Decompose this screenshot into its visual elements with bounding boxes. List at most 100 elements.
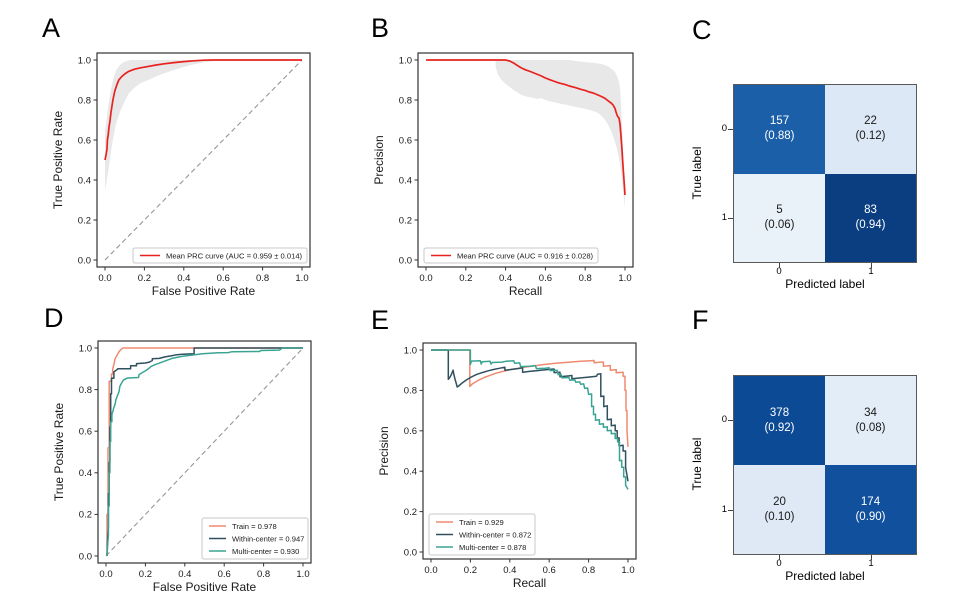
chance-diagonal bbox=[104, 59, 303, 261]
x-tick-label: 0.2 bbox=[139, 569, 152, 580]
y-tick-label: 1.0 bbox=[404, 345, 417, 356]
panel-letter-c: C bbox=[692, 15, 712, 45]
y-tick-label: 0.0 bbox=[78, 255, 91, 266]
legend: Train = 0.978 Within-center = 0.947 Multi-… bbox=[201, 517, 309, 560]
y-tick-label: 0.6 bbox=[399, 135, 412, 146]
y-tick-label: 1.0 bbox=[79, 343, 92, 354]
y-tick-label: 0.2 bbox=[404, 507, 417, 518]
chance-diagonal bbox=[105, 347, 304, 557]
legend-label-mean-prc-curve-auc-0-959-0-014: Mean PRC curve (AUC = 0.959 ± 0.014) bbox=[166, 251, 303, 260]
x-axis-label: Recall bbox=[513, 576, 546, 590]
y-tick-label: 0.6 bbox=[404, 426, 417, 437]
y-tick-label: 0.2 bbox=[399, 215, 412, 226]
matrix-y-axis-label: True label bbox=[690, 146, 704, 199]
matrix-x-tick bbox=[779, 555, 780, 560]
cell-count: 378 bbox=[769, 406, 790, 419]
y-tick-label: 0.6 bbox=[78, 135, 91, 146]
confidence-band bbox=[105, 60, 302, 190]
matrix-x-tick-label: 0 bbox=[776, 558, 782, 569]
matrix-cell-r0c1: 34 (0.08) bbox=[825, 376, 916, 465]
matrix-y-tick-label: 1 bbox=[721, 504, 727, 515]
legend-box bbox=[201, 517, 309, 560]
cell-fraction: (0.06) bbox=[764, 218, 795, 231]
series-mean-prc-curve-auc-0-959-0-014 bbox=[104, 59, 302, 161]
cell-fraction: (0.94) bbox=[855, 218, 886, 231]
matrix-y-tick-label: 0 bbox=[721, 122, 727, 134]
legend-box bbox=[132, 247, 308, 264]
legend: Mean PRC curve (AUC = 0.916 ± 0.028) bbox=[423, 247, 599, 264]
matrix-x-tick-label: 0 bbox=[776, 266, 782, 277]
cell-count: 20 bbox=[773, 495, 786, 508]
legend-box bbox=[423, 247, 599, 264]
y-tick-label: 0.0 bbox=[404, 547, 417, 558]
panel-a-mean-roc-chart: 0.0 0.2 0.4 0.6 0.8 1.0 0.0 0.2 0.4 0.6 0.8 1.0 Fals… bbox=[40, 20, 360, 312]
matrix-x-axis-label: Predicted label bbox=[785, 277, 865, 291]
y-tick-label: 0.8 bbox=[404, 386, 417, 397]
x-tick-label: 0.0 bbox=[419, 273, 432, 284]
legend-label-multi-center-0-930: Multi-center = 0.930 bbox=[232, 547, 299, 556]
legend-label-mean-prc-curve-auc-0-916-0-028: Mean PRC curve (AUC = 0.916 ± 0.028) bbox=[457, 251, 594, 260]
axes-box bbox=[96, 52, 311, 268]
prc-svg: 0.0 0.2 0.4 0.6 0.8 1.0 0.0 0.2 0.4 0.6 0.8 1.0 Reca… bbox=[372, 52, 634, 298]
x-tick-label: 0.2 bbox=[138, 273, 151, 284]
y-tick-label: 1.0 bbox=[399, 55, 412, 66]
cell-count: 34 bbox=[864, 406, 877, 419]
prc-svg: 0.0 0.2 0.4 0.6 0.8 1.0 0.0 0.2 0.4 0.6 0.8 1.0 Reca… bbox=[377, 342, 637, 590]
y-axis-label: Precision bbox=[377, 426, 391, 475]
matrix-cell-r1c1: 83 (0.94) bbox=[825, 173, 916, 262]
panel-letter-d: D bbox=[44, 303, 64, 333]
panel-f-confusion-matrix: 378 (0.92) 34 (0.08) 20 (0.10) 174 (0.90) 0 1 0 1 Pr… bbox=[660, 315, 954, 606]
x-tick-label: 0.6 bbox=[539, 273, 552, 284]
confusion-matrix-grid: 157 (0.88) 22 (0.12) 5 (0.06) 83 (0.94) bbox=[733, 84, 917, 263]
cell-count: 22 bbox=[864, 115, 877, 128]
matrix-y-tick bbox=[728, 218, 733, 220]
axes-box bbox=[417, 52, 634, 268]
panel-letter-f: F bbox=[692, 305, 709, 335]
y-tick-label: 0.8 bbox=[78, 95, 91, 106]
x-tick-label: 0.6 bbox=[217, 273, 230, 284]
x-tick-label: 0.0 bbox=[424, 565, 437, 576]
x-tick-label: 0.6 bbox=[543, 565, 556, 576]
y-tick-label: 0.4 bbox=[399, 175, 412, 186]
x-tick-label: 0.4 bbox=[178, 569, 191, 580]
panel-letter-a: A bbox=[42, 13, 61, 43]
matrix-x-tick bbox=[871, 555, 872, 560]
matrix-x-tick bbox=[779, 263, 780, 268]
roc-svg: 0.0 0.2 0.4 0.6 0.8 1.0 0.0 0.2 0.4 0.6 0.8 1.0 Fals… bbox=[52, 340, 312, 594]
series-train-0-929 bbox=[431, 349, 629, 448]
panel-letter-e: E bbox=[371, 305, 390, 335]
y-axis-label: True Positive Rate bbox=[52, 403, 66, 502]
series-multi-center-0-878 bbox=[431, 349, 629, 490]
matrix-x-tick-label: 1 bbox=[868, 558, 874, 569]
confusion-matrix-grid: 378 (0.92) 34 (0.08) 20 (0.10) 174 (0.90) bbox=[733, 375, 917, 555]
y-tick-label: 0.6 bbox=[79, 427, 92, 438]
matrix-x-tick bbox=[871, 263, 872, 268]
y-tick-label: 0.8 bbox=[79, 385, 92, 396]
series-multi-center-0-930 bbox=[106, 347, 303, 557]
panel-d-cohort-roc-chart: 0.0 0.2 0.4 0.6 0.8 1.0 0.0 0.2 0.4 0.6 0.8 1.0 Fals… bbox=[40, 315, 360, 606]
x-tick-label: 0.0 bbox=[98, 273, 111, 284]
cell-count: 5 bbox=[776, 203, 783, 216]
matrix-y-tick-label: 0 bbox=[721, 414, 727, 425]
cell-fraction: (0.88) bbox=[764, 130, 795, 143]
y-tick-label: 1.0 bbox=[78, 55, 91, 66]
x-tick-label: 0.8 bbox=[257, 569, 270, 580]
cell-count: 174 bbox=[860, 495, 881, 508]
legend-label-train-0-978: Train = 0.978 bbox=[232, 522, 277, 531]
y-axis-label: Precision bbox=[372, 135, 386, 184]
legend-label-train-0-929: Train = 0.929 bbox=[459, 518, 504, 527]
x-axis-label: False Positive Rate bbox=[152, 284, 256, 298]
x-tick-label: 0.4 bbox=[503, 565, 516, 576]
series-train-0-978 bbox=[106, 347, 303, 556]
cell-fraction: (0.12) bbox=[855, 130, 886, 143]
x-tick-label: 0.6 bbox=[218, 569, 231, 580]
legend-label-within-center-0-872: Within-center = 0.872 bbox=[459, 530, 531, 539]
series-within-center-0-872 bbox=[431, 349, 629, 482]
legend-label-multi-center-0-878: Multi-center = 0.878 bbox=[459, 543, 526, 552]
legend: Train = 0.929 Within-center = 0.872 Multi-… bbox=[428, 513, 536, 556]
y-tick-label: 0.4 bbox=[404, 467, 417, 478]
y-tick-label: 0.4 bbox=[79, 468, 92, 479]
matrix-y-tick bbox=[728, 420, 733, 421]
cell-fraction: (0.10) bbox=[764, 510, 795, 523]
y-tick-label: 0.8 bbox=[399, 95, 412, 106]
